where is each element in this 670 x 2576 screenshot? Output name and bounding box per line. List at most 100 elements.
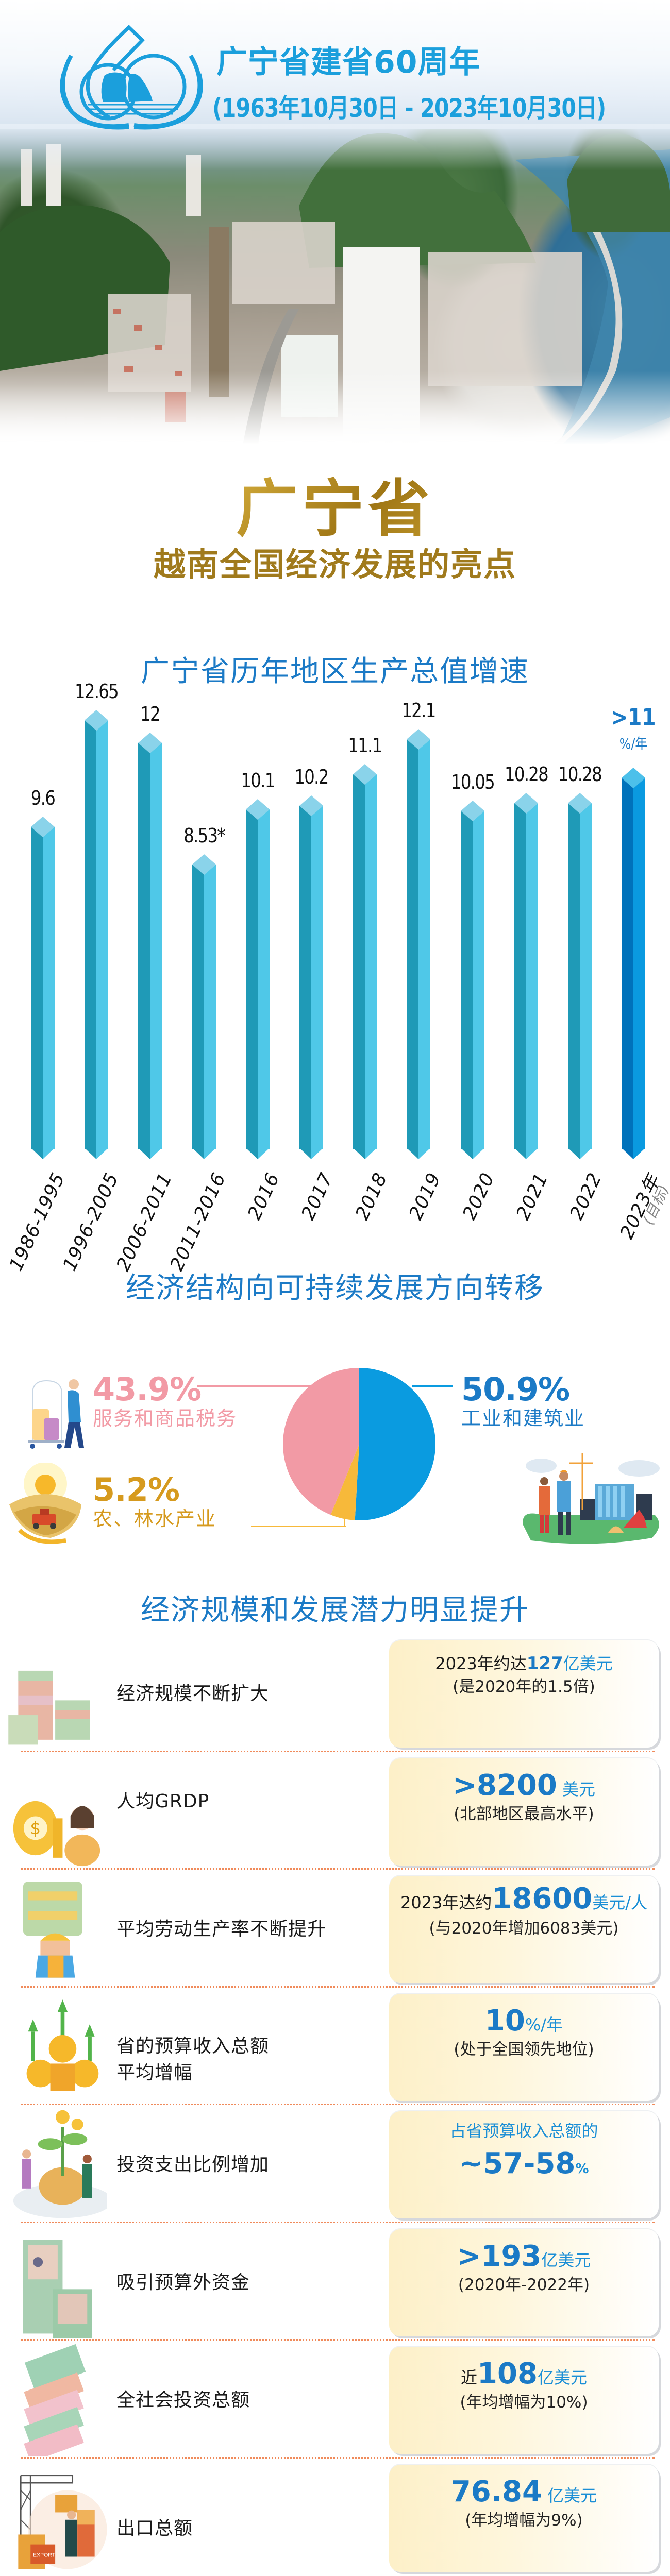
hero-dates: (1963年10月30日 - 2023年10月30日): [212, 93, 606, 123]
bar-value-label: >11: [611, 703, 656, 731]
bar-category-label: 2019: [405, 1170, 445, 1223]
bar-value-label: 10.2: [294, 766, 329, 789]
row-separator: [21, 1868, 655, 1870]
metric-note: (与2020年增加6083美元): [429, 1919, 619, 1938]
metric-card: 占省预算收入总额的 ~57-58%: [389, 2111, 659, 2218]
metric-label: 吸引预算外资金: [116, 2272, 250, 2293]
bar-category-label: 1996-2005: [59, 1170, 123, 1275]
metric-card: 2023年约达127亿美元 (是2020年的1.5倍): [389, 1640, 659, 1748]
bar-category-label: 1986-1995: [5, 1170, 70, 1275]
metric-unit: 亿美元: [537, 2368, 587, 2387]
ttxvn-agency-logo: c TTXVN Vietnam News Agency: [540, 2573, 664, 2576]
metric-note: (北部地区最高水平): [454, 1804, 594, 1823]
metric-unit: 美元: [557, 1779, 595, 1799]
metric-row: 吸引预算外资金 >193亿美元 (2020年-2022年): [0, 2223, 670, 2341]
bar-value-label: 12: [140, 702, 161, 725]
bar-value-label: 12.1: [401, 699, 437, 722]
metric-label: 经济规模不断扩大: [116, 1683, 270, 1704]
metric-row: 全社会投资总额 近108亿美元 (年均增幅为10%): [0, 2341, 670, 2458]
money-tree-investors-icon: [13, 2110, 107, 2218]
metric-card: 10%/年 (处于全国领先地位): [389, 1993, 659, 2101]
bar-category-label: 2022: [566, 1170, 607, 1223]
bar-value-label: 8.53*: [183, 824, 225, 847]
metric-label: 省的预算收入总额 平均增幅: [116, 2035, 270, 2083]
services-percent: 43.9%: [93, 1370, 202, 1408]
economic-structure-pie-chart: [283, 1368, 435, 1520]
money-bag-person-icon: $: [13, 1801, 100, 1866]
metric-row: EXPORT 出口总额 76.84 亿美元 (年均增幅为9%): [0, 2459, 670, 2576]
metric-card: >193亿美元 (2020年-2022年): [389, 2229, 659, 2336]
metric-unit: %/年: [525, 2014, 563, 2035]
row-separator: [21, 2221, 655, 2223]
row-separator: [21, 1750, 655, 1752]
metric-label: 全社会投资总额: [116, 2389, 250, 2411]
export-crane-boxes-icon: EXPORT: [18, 2474, 107, 2569]
bar-category-label: 2021: [512, 1170, 552, 1223]
pie-slice: [283, 1368, 359, 1515]
agri-label: 农、林水产业: [93, 1507, 217, 1530]
metric-prefix: 占省预算收入总额的: [449, 2121, 598, 2141]
metric-value: 127: [526, 1653, 563, 1674]
metric-note: (是2020年的1.5倍): [453, 1677, 595, 1696]
bar-value-label: 10.28: [504, 762, 549, 786]
pie-slice: [330, 1444, 359, 1520]
bar-value-label: 10.1: [241, 769, 275, 792]
metric-row: 经济规模不断扩大 2023年约达127亿美元 (是2020年的1.5倍): [0, 1634, 670, 1752]
bar-category-label: 2017: [297, 1170, 338, 1223]
metric-label: 出口总额: [116, 2517, 193, 2539]
money-stacks-icon: [8, 1670, 90, 1745]
metric-note: (处于全国领先地位): [454, 2040, 594, 2059]
structure-title: 经济结构向可持续发展方向转移: [126, 1272, 544, 1305]
svg-text:EXPORT: EXPORT: [33, 2552, 56, 2558]
worker-money-icon: [23, 1882, 82, 1978]
coins-growth-arrows-icon: [26, 1999, 99, 2091]
stacked-banknotes-icon: [24, 2344, 86, 2456]
bar-value-label: 9.6: [30, 787, 56, 809]
scale-title: 经济规模和发展潜力明显提升: [141, 1594, 529, 1627]
metric-value: 10: [484, 2004, 525, 2038]
metric-label: 平均劳动生产率不断提升: [116, 1919, 327, 1940]
metric-row: 平均劳动生产率不断提升 2023年达约18600美元/人 (与2020年增加608…: [0, 1870, 670, 1987]
harvester-sun-wheat-icon: [9, 1463, 81, 1544]
svg-text:$: $: [30, 1818, 41, 1838]
metric-value: ~57-58: [459, 2147, 576, 2180]
agri-percent: 5.2%: [93, 1471, 180, 1509]
bar-category-label: 2006-2011: [112, 1170, 177, 1275]
bar-category-label: 2018: [351, 1170, 392, 1223]
metric-value: >8200: [453, 1768, 557, 1802]
row-separator: [21, 2104, 655, 2105]
bar-value-label: 11.1: [348, 734, 383, 757]
sixty-anniversary-logo-icon: [60, 25, 203, 130]
metric-note: (2020年-2022年): [458, 2275, 590, 2294]
bar-value-label: 10.28: [558, 762, 602, 786]
industry-label: 工业和建筑业: [461, 1407, 585, 1430]
metric-card: 76.84 亿美元 (年均增幅为9%): [389, 2464, 659, 2572]
bar-value-label: 10.05: [450, 771, 495, 794]
province-subtitle: 越南全国经济发展的亮点: [153, 546, 516, 583]
metric-note: (年均增幅为10%): [460, 2393, 588, 2412]
metric-row: 投资支出比例增加 占省预算收入总额的 ~57-58%: [0, 2105, 670, 2223]
metric-value: 108: [477, 2357, 538, 2391]
gdp-growth-bar-chart: 9.6 1986-1995 12.65 1996-2005: [0, 680, 670, 1275]
bar-category-label: 2011-2016: [166, 1170, 230, 1275]
metric-note: (年均增幅为9%): [465, 2511, 583, 2530]
metric-row: 省的预算收入总额 平均增幅 10%/年 (处于全国领先地位): [0, 1988, 670, 2105]
metric-row: $ 人均GRDP >8200 美元 (北部地区最高水平): [0, 1752, 670, 1870]
hotel-porter-luggage-icon: [28, 1379, 84, 1449]
row-separator: [21, 2456, 655, 2459]
construction-workers-icon: [523, 1453, 660, 1544]
metric-unit: 亿美元: [541, 2250, 591, 2270]
industry-leader-line: [412, 1385, 453, 1387]
metric-card: 近108亿美元 (年均增幅为10%): [389, 2347, 659, 2454]
industry-percent: 50.9%: [461, 1370, 570, 1408]
services-label: 服务和商品税务: [93, 1407, 238, 1430]
metric-value: 18600: [492, 1882, 593, 1916]
row-separator: [21, 1986, 655, 1988]
metric-value: >193: [457, 2239, 542, 2273]
hero-banner: 广宁省建省60周年 (1963年10月30日 - 2023年10月30日): [0, 0, 670, 448]
bar-category-label: 2016: [244, 1170, 284, 1223]
pie-slice: [355, 1368, 435, 1520]
bar-value-label: 12.65: [75, 680, 119, 703]
metric-value: 76.84: [450, 2475, 542, 2509]
metric-prefix: 近: [461, 2368, 478, 2387]
